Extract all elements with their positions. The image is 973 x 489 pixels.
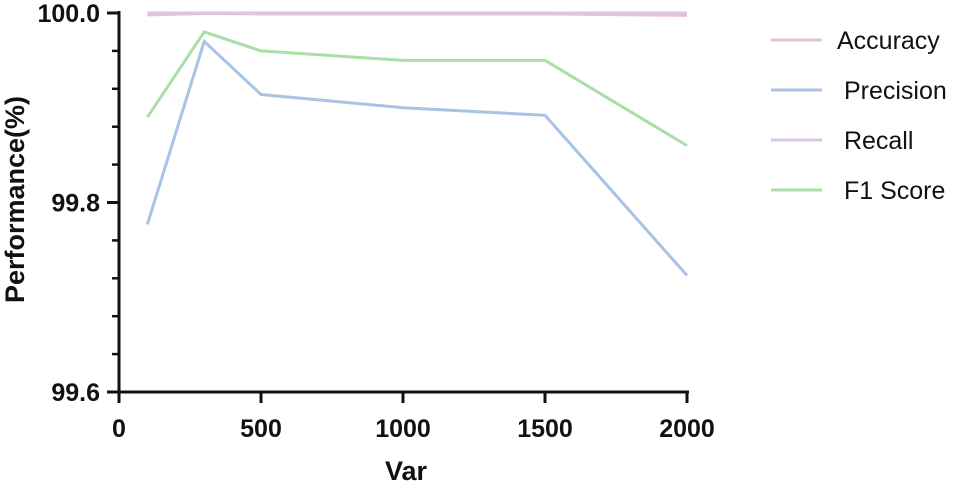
series-line-precision [145, 38, 689, 277]
y-tick-label: 100.0 [37, 0, 100, 28]
x-axis-title: Var [385, 456, 428, 486]
y-tick-label: 99.6 [51, 379, 100, 407]
y-axis-title: Performance(%) [0, 96, 30, 303]
y-tick-label: 99.8 [51, 190, 100, 218]
axes: 0 500 1000 1500 2000 99.6 99.8 100.0 [37, 0, 714, 443]
legend: Accuracy Precision Recall F1 Score [771, 27, 947, 205]
x-tick-label: 0 [112, 415, 126, 443]
x-tick-label: 2000 [659, 415, 715, 443]
legend-label-precision: Precision [837, 77, 947, 105]
legend-label-recall: Recall [837, 127, 913, 155]
legend-label-accuracy: Accuracy [837, 27, 940, 55]
x-tick-label: 500 [240, 415, 282, 443]
legend-label-f1-score: F1 Score [837, 177, 945, 205]
x-tick-label: 1000 [375, 415, 431, 443]
series-lines [145, 11, 689, 277]
series-line-f1-score [146, 30, 688, 147]
x-tick-label: 1500 [517, 415, 573, 443]
